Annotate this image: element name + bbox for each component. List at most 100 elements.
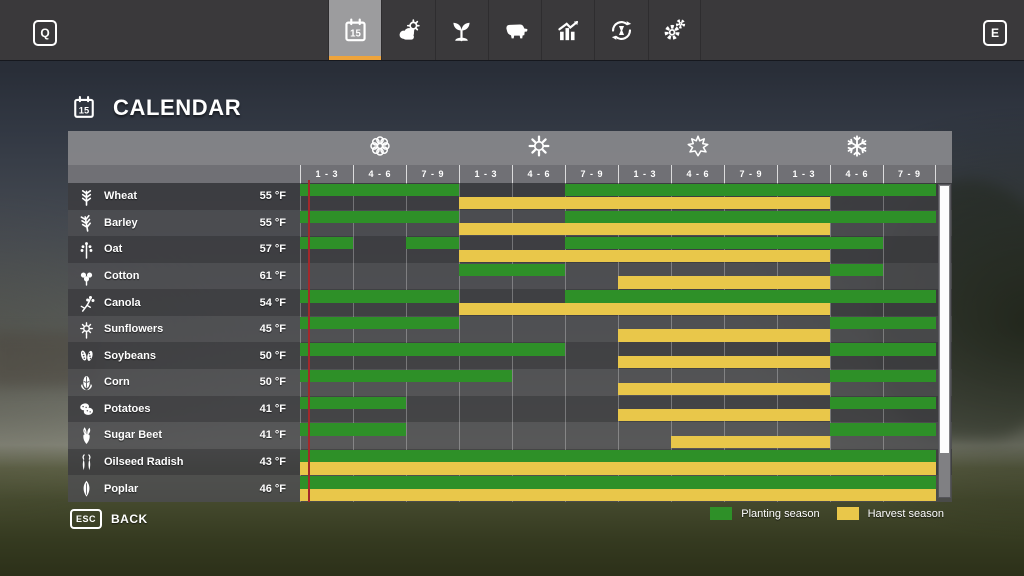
crop-season-chart bbox=[300, 183, 936, 210]
scrollbar-track[interactable] bbox=[938, 184, 951, 498]
tab-statistics[interactable] bbox=[541, 0, 594, 60]
crop-temperature: 55 °F bbox=[259, 190, 286, 203]
tab-settings[interactable] bbox=[647, 0, 702, 60]
season-bar-segment bbox=[565, 210, 936, 223]
crop-temperature: 50 °F bbox=[259, 376, 286, 389]
harvest-season-label: Harvest season bbox=[867, 507, 944, 520]
prev-page-key-q[interactable]: Q bbox=[33, 20, 57, 46]
crop-row: Potatoes 41 °F bbox=[68, 395, 952, 423]
calendar-icon: 15 bbox=[70, 92, 98, 123]
crop-season-chart bbox=[300, 342, 936, 370]
plant-icon bbox=[447, 16, 476, 45]
season-header-spacer bbox=[68, 131, 300, 165]
barley-icon bbox=[75, 213, 97, 233]
tab-weather[interactable] bbox=[381, 0, 434, 60]
planting-lane bbox=[300, 316, 936, 330]
current-day-line bbox=[307, 180, 311, 502]
harvest-season-swatch bbox=[836, 507, 859, 520]
crop-name: Sugar Beet bbox=[104, 429, 163, 442]
svg-text:15: 15 bbox=[79, 105, 89, 115]
back-label: BACK bbox=[111, 512, 148, 526]
crop-temperature: 41 °F bbox=[259, 429, 286, 442]
crop-label: Sugar Beet 41 °F bbox=[68, 422, 300, 449]
planting-season-label: Planting season bbox=[741, 507, 820, 520]
crop-row: Corn 50 °F bbox=[68, 369, 952, 396]
period-label: 7 - 9 bbox=[883, 165, 936, 183]
harvest-lane bbox=[300, 355, 936, 369]
crop-temperature: 46 °F bbox=[259, 482, 286, 495]
period-label: 4 - 6 bbox=[512, 165, 565, 183]
season-bar-segment bbox=[300, 423, 406, 436]
crop-row: Soybeans 50 °F bbox=[68, 342, 952, 370]
season-bar-segment bbox=[618, 329, 830, 342]
planting-lane bbox=[300, 476, 936, 489]
next-page-key-e[interactable]: E bbox=[983, 20, 1007, 46]
period-label: 4 - 6 bbox=[830, 165, 883, 183]
harvest-lane bbox=[300, 249, 936, 262]
back-button[interactable]: ESC BACK bbox=[70, 509, 148, 529]
esc-key-badge: ESC bbox=[70, 509, 103, 529]
season-bar-segment bbox=[565, 290, 936, 303]
period-label: 1 - 3 bbox=[300, 165, 353, 183]
period-label: 1 - 3 bbox=[459, 165, 512, 183]
crop-temperature: 61 °F bbox=[259, 270, 286, 283]
crop-temperature: 54 °F bbox=[259, 296, 286, 309]
tab-crops[interactable] bbox=[434, 0, 488, 60]
tab-economy[interactable] bbox=[594, 0, 647, 60]
crop-name: Canola bbox=[104, 296, 141, 309]
crop-rows: Wheat 55 °F Barley 55 °F Oat 57 °F Cotton 61 °F… bbox=[68, 180, 952, 502]
season-bar-segment bbox=[300, 237, 353, 250]
crop-season-chart bbox=[300, 236, 936, 263]
planting-season-swatch bbox=[710, 507, 733, 520]
crop-row: Poplar 46 °F bbox=[68, 475, 952, 502]
planting-lane bbox=[300, 237, 936, 250]
crop-temperature: 45 °F bbox=[259, 323, 286, 336]
season-header bbox=[68, 131, 952, 165]
poplar-icon bbox=[75, 479, 97, 498]
crop-season-chart bbox=[300, 369, 936, 396]
crop-name: Sunflowers bbox=[104, 323, 164, 336]
season-bar-segment bbox=[618, 382, 830, 395]
crop-row: Oilseed Radish 43 °F bbox=[68, 448, 952, 476]
active-tab-underline bbox=[329, 56, 382, 60]
season-summer bbox=[459, 131, 618, 165]
crop-label: Corn 50 °F bbox=[68, 369, 300, 396]
period-label: 7 - 9 bbox=[406, 165, 459, 183]
planting-lane bbox=[300, 423, 936, 436]
crop-name: Corn bbox=[104, 376, 130, 389]
potato-icon bbox=[75, 399, 97, 418]
crop-name: Oat bbox=[104, 243, 123, 256]
crop-label: Canola 54 °F bbox=[68, 289, 300, 316]
crop-row: Sugar Beet 41 °F bbox=[68, 422, 952, 449]
crop-label: Soybeans 50 °F bbox=[68, 342, 300, 369]
scrollbar-thumb[interactable] bbox=[940, 186, 949, 453]
season-bar-segment bbox=[565, 184, 936, 197]
wheat-icon bbox=[75, 187, 97, 206]
crop-row: Wheat 55 °F bbox=[68, 183, 952, 210]
oat-icon bbox=[75, 240, 97, 259]
season-bar-segment bbox=[565, 237, 883, 250]
cycle-icon bbox=[607, 16, 636, 45]
harvest-lane bbox=[300, 196, 936, 209]
crop-season-chart bbox=[300, 209, 936, 237]
crop-label: Cotton 61 °F bbox=[68, 263, 300, 290]
crop-label: Potatoes 41 °F bbox=[68, 396, 300, 423]
planting-lane bbox=[300, 184, 936, 197]
season-bar-segment bbox=[671, 435, 830, 448]
planting-lane bbox=[300, 449, 936, 463]
harvest-lane bbox=[300, 409, 936, 422]
season-bar-segment bbox=[830, 370, 936, 383]
planting-lane bbox=[300, 370, 936, 383]
season-bar-segment bbox=[300, 290, 459, 303]
crop-season-chart bbox=[300, 315, 936, 343]
tab-animals[interactable] bbox=[487, 0, 541, 60]
snowflake-icon bbox=[844, 133, 870, 164]
season-bar-segment bbox=[300, 316, 459, 330]
tab-calendar[interactable]: 15 bbox=[328, 0, 382, 60]
planting-lane bbox=[300, 263, 936, 277]
crop-row: Oat 57 °F bbox=[68, 236, 952, 263]
season-bar-segment bbox=[618, 276, 830, 289]
season-bar-segment bbox=[618, 409, 830, 422]
harvest-lane bbox=[300, 329, 936, 342]
flower-icon bbox=[367, 133, 393, 164]
